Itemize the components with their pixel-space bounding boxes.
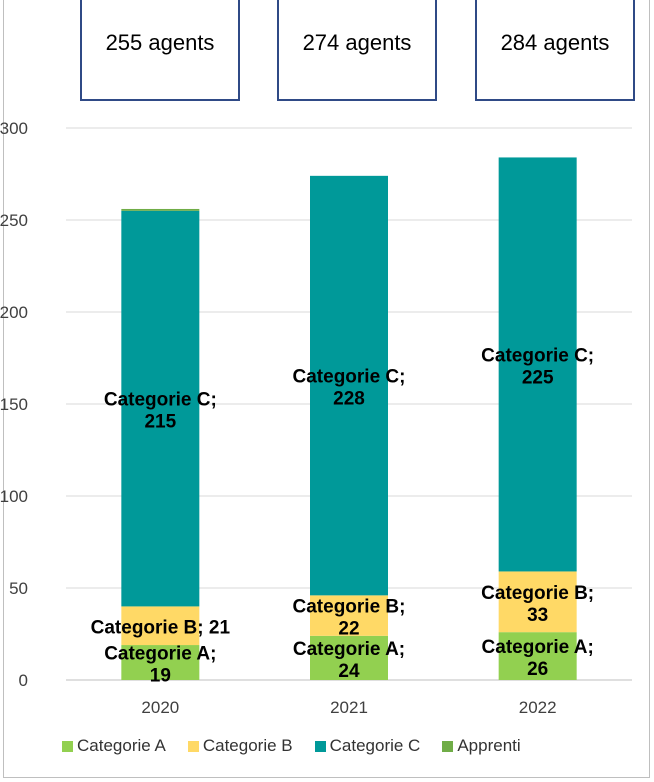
data-label: Categorie A; xyxy=(104,644,216,665)
bar-apprenti-2020 xyxy=(121,208,200,211)
legend-item: Categorie A xyxy=(62,736,166,756)
data-label: Categorie A; xyxy=(293,639,405,660)
legend-swatch xyxy=(442,740,454,752)
y-tick-label: 100 xyxy=(0,487,28,506)
callout-2020: 255 agents xyxy=(80,0,240,101)
data-label: Categorie C; xyxy=(104,390,217,411)
chart-frame xyxy=(3,0,650,778)
x-tick-label: 2020 xyxy=(141,698,179,717)
legend-item: Categorie B xyxy=(187,736,293,756)
x-tick-label: 2022 xyxy=(519,698,557,717)
bar-categorie-a-2022 xyxy=(498,632,577,680)
y-tick-label: 250 xyxy=(0,211,28,230)
legend-label: Categorie B xyxy=(202,736,293,755)
data-label: Categorie B; 21 xyxy=(91,618,231,639)
legend-label: Apprenti xyxy=(457,736,521,755)
legend: Categorie A Categorie B Categorie C Apprent… xyxy=(62,736,521,756)
bar-categorie-c-2022 xyxy=(498,157,577,572)
callout-2022: 284 agents xyxy=(475,0,635,101)
bar-categorie-c-2021 xyxy=(310,175,388,596)
callout-2021: 274 agents xyxy=(277,0,437,101)
y-tick-label: 150 xyxy=(0,395,28,414)
data-label: Categorie B; xyxy=(293,597,406,618)
data-label: 22 xyxy=(338,619,359,640)
data-label: 24 xyxy=(338,661,360,682)
legend-swatch xyxy=(314,740,326,752)
bar-categorie-c-2020 xyxy=(121,210,200,607)
legend-label: Categorie C xyxy=(329,736,421,755)
x-tick-label: 2021 xyxy=(330,698,368,717)
bar-categorie-b-2021 xyxy=(310,595,388,636)
bar-categorie-a-2020 xyxy=(121,645,200,680)
y-tick-label: 200 xyxy=(0,303,28,322)
data-label: 228 xyxy=(333,389,365,410)
legend-swatch xyxy=(62,740,73,752)
data-label: 19 xyxy=(150,666,171,687)
bar-categorie-b-2020 xyxy=(121,606,200,646)
y-tick-label: 0 xyxy=(19,671,28,690)
data-label: 33 xyxy=(527,605,548,626)
legend-swatch xyxy=(187,740,199,752)
legend-item: Categorie C xyxy=(314,736,421,756)
legend-item: Apprenti xyxy=(442,736,521,756)
bar-categorie-b-2022 xyxy=(498,571,577,633)
y-tick-label: 50 xyxy=(9,579,28,598)
data-label: 225 xyxy=(522,367,554,388)
data-label: Categorie A; xyxy=(482,637,594,658)
data-label: Categorie C; xyxy=(293,367,406,388)
data-label: Categorie B; xyxy=(481,583,594,604)
data-label: 26 xyxy=(527,659,548,680)
data-label: 215 xyxy=(144,412,176,433)
bar-categorie-a-2021 xyxy=(310,635,388,680)
data-label: Categorie C; xyxy=(481,345,594,366)
y-tick-label: 300 xyxy=(0,119,28,138)
legend-label: Categorie A xyxy=(77,736,166,755)
